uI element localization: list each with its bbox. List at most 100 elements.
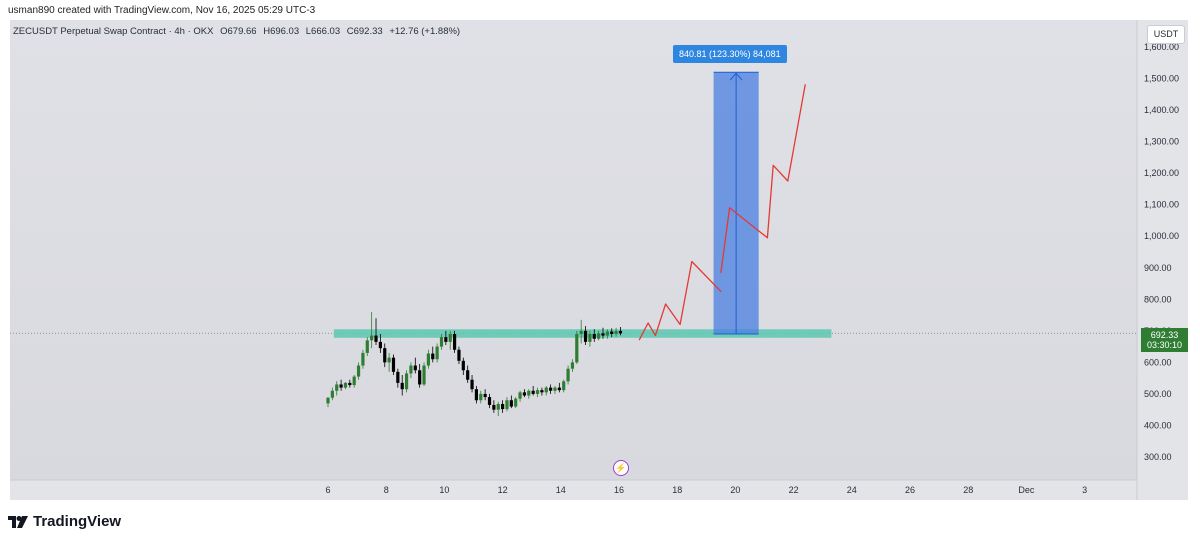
ohlc-open: O679.66 [220,26,257,37]
candle-body [370,335,374,341]
time-axis[interactable] [10,480,1137,500]
candle-body [597,333,601,339]
candle-body [439,337,444,347]
last-price-tag: 692.33 03:30:10 [1141,328,1188,352]
tradingview-logo[interactable]: TradingView [8,513,121,530]
x-tick-label: 28 [963,485,973,495]
candle-body [518,392,522,399]
x-tick-label: 26 [905,485,915,495]
candle-body [527,390,531,396]
measure-arrow-head [729,72,743,81]
candle-body [330,390,334,398]
candle-body [492,404,496,410]
candle-body [326,397,330,404]
x-tick-label: 8 [384,485,389,495]
currency-button[interactable]: USDT [1147,25,1185,44]
candle-body [605,331,609,336]
candle-body [391,357,396,372]
candle-body [610,331,614,334]
candle-body [470,379,474,390]
y-tick-label: 500.00 [1144,389,1172,399]
candle-body [496,404,500,410]
candle-body [588,334,592,342]
x-tick-label: 10 [439,485,449,495]
projection-line [720,84,806,274]
candle-body [614,330,618,334]
candle-body [413,365,417,371]
x-tick-label: Dec [1018,485,1035,495]
y-tick-label: 800.00 [1144,294,1172,304]
candlestick-chart[interactable]: 1,600.00 1,500.00 1,400.00 1,300.00 1,200.00… [10,20,1188,500]
ohlc-low: L666.03 [305,26,341,37]
candle-body [339,384,343,388]
symbol-name[interactable]: ZECUSDT Perpetual Swap Contract · 4h · O… [13,26,214,37]
price-axis[interactable] [1137,20,1188,500]
candle-body [356,365,361,377]
candle-body [531,390,535,394]
author-attribution: usman890 created with TradingView.com, N… [8,5,316,16]
y-tick-label: 300.00 [1144,452,1172,462]
y-tick-label: 1,400.00 [1144,105,1179,115]
candle-body [343,382,348,388]
y-tick-label: 600.00 [1144,357,1172,367]
candle-body [583,330,588,342]
x-tick-label: 3 [1082,485,1087,495]
y-tick-label: 1,100.00 [1144,200,1179,210]
candle-body [592,334,596,339]
x-tick-label: 18 [672,485,682,495]
candle-body [570,362,575,369]
candle-body [562,381,566,391]
candle-body [514,398,518,407]
chart-panel[interactable]: 1,600.00 1,500.00 1,400.00 1,300.00 1,200.00… [10,20,1188,500]
candle-body [444,337,448,342]
x-tick-label: 20 [730,485,740,495]
candle-body [466,370,470,380]
lightning-icon[interactable]: ⚡ [613,460,629,476]
candle-body [474,389,479,401]
candle-body [396,371,400,383]
y-tick-label: 1,300.00 [1144,137,1179,147]
ohlc-close: C692.33 [346,26,383,37]
candle-body [461,360,465,371]
y-tick-label: 1,200.00 [1144,168,1179,178]
candle-body [618,330,623,334]
projection-line [638,260,722,341]
candle-body [601,333,605,336]
brand-name: TradingView [33,513,122,530]
candle-body [479,393,483,401]
candle-body [522,392,527,396]
candle-body [361,352,365,366]
candle-body [535,390,540,394]
candle-body [435,346,439,360]
x-tick-label: 24 [847,485,857,495]
ohlc-high: H696.03 [263,26,300,37]
candle-body [487,397,492,405]
price-change: +12.76 (+1.88%) [389,26,461,37]
candle-body [544,387,548,393]
candle-body [383,348,387,363]
candle-body [335,384,339,391]
plot-area[interactable] [10,20,1137,480]
candle-body [387,357,391,363]
candle-body [378,341,382,349]
candle-body [426,353,430,366]
candle-body [422,365,426,385]
candle-body [348,382,352,386]
measure-label: 840.81 (123.30%) 84,081 [673,45,787,63]
last-price-value: 692.33 [1150,330,1179,340]
candle-body [553,387,557,391]
candle-body [505,400,509,410]
candle-body [431,353,435,360]
candle-body [566,368,570,382]
candle-body [404,373,409,390]
candle-body [575,334,579,363]
candle-body [457,349,461,361]
candle-body [509,400,513,407]
x-tick-label: 6 [325,485,330,495]
candle-body [400,382,404,390]
candle-body [540,390,544,393]
y-tick-label: 1,500.00 [1144,74,1179,84]
candle-body [409,365,413,374]
candle-body [452,334,457,350]
candle-body [557,387,561,391]
